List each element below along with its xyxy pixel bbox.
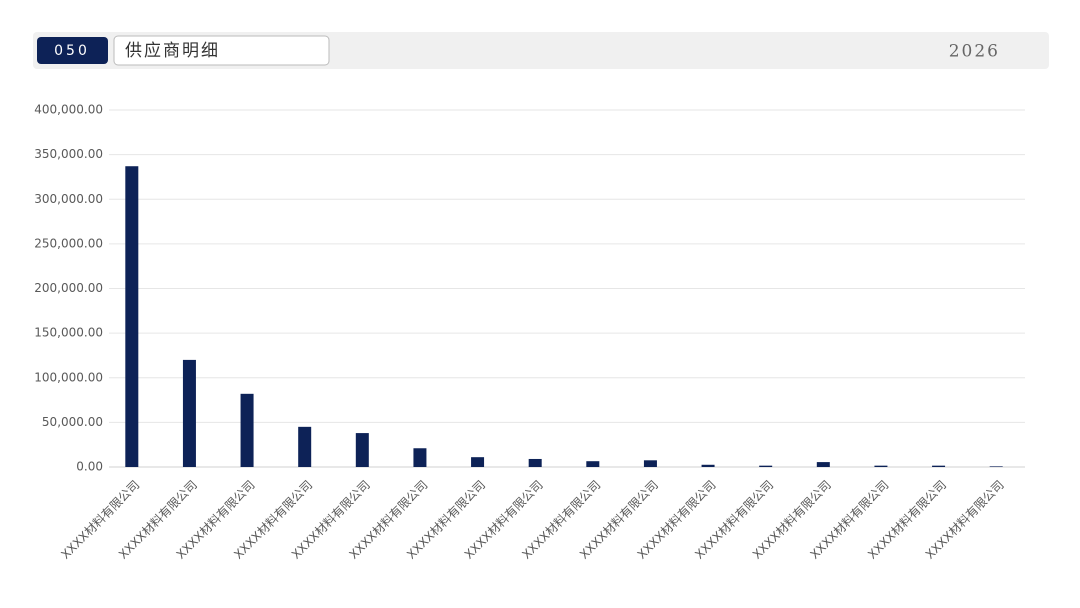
bar (355, 433, 369, 467)
bar (471, 457, 485, 467)
title-box (113, 35, 330, 66)
y-tick-label: 300,000.00 (34, 192, 103, 206)
bar (816, 462, 830, 467)
y-tick-label: 250,000.00 (34, 236, 103, 250)
bar (932, 465, 946, 467)
bar (528, 458, 542, 467)
header-number: 050 (54, 43, 90, 59)
y-tick-label: 100,000.00 (34, 370, 103, 384)
bar (298, 426, 312, 467)
header-year: 2026 (949, 42, 1000, 62)
y-tick-label: 50,000.00 (42, 415, 103, 429)
bar (874, 465, 888, 467)
bar (643, 460, 657, 467)
bar (240, 393, 254, 467)
bar (586, 461, 600, 467)
bar (125, 166, 139, 468)
bar (182, 359, 196, 467)
y-tick-label: 350,000.00 (34, 147, 103, 161)
number-badge (37, 37, 108, 64)
y-tick-label: 150,000.00 (34, 326, 103, 340)
bar (989, 466, 1003, 467)
bar (759, 465, 773, 467)
y-tick-label: 400,000.00 (34, 103, 103, 117)
header-title: 供应商明细 (125, 41, 220, 61)
bar (413, 448, 427, 467)
y-tick-label: 0.00 (76, 460, 103, 474)
bar (701, 464, 715, 467)
y-tick-label: 200,000.00 (34, 281, 103, 295)
